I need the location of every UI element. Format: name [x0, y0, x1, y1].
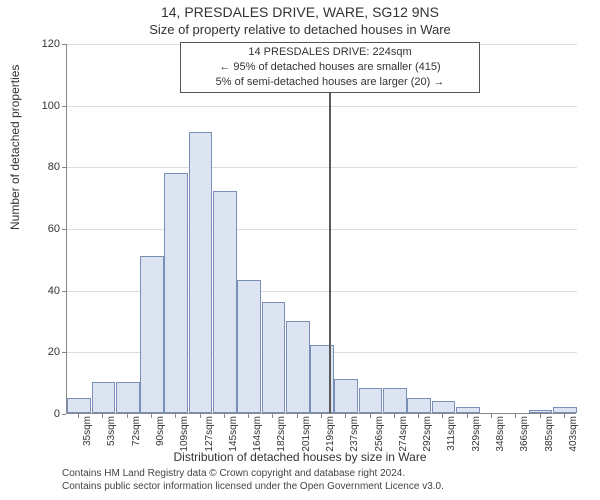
x-tick-label: 35sqm	[82, 416, 93, 466]
annotation-line2: ← 95% of detached houses are smaller (41…	[185, 60, 475, 75]
histogram-bar	[164, 173, 188, 414]
annotation-box: 14 PRESDALES DRIVE: 224sqm ← 95% of deta…	[180, 42, 480, 93]
y-axis-label: Number of detached properties	[8, 65, 22, 230]
chart-container: 14, PRESDALES DRIVE, WARE, SG12 9NS Size…	[0, 0, 600, 500]
x-tick-label: 164sqm	[252, 416, 263, 466]
y-tick-label: 80	[30, 161, 60, 173]
x-tick-mark	[272, 414, 273, 418]
y-tick-mark	[62, 352, 66, 353]
x-tick-label: 127sqm	[204, 416, 215, 466]
x-tick-mark	[515, 414, 516, 418]
chart-title-line1: 14, PRESDALES DRIVE, WARE, SG12 9NS	[0, 4, 600, 20]
x-tick-label: 329sqm	[471, 416, 482, 466]
histogram-bar	[116, 382, 140, 413]
y-tick-mark	[62, 229, 66, 230]
gridline	[67, 167, 577, 168]
x-tick-mark	[491, 414, 492, 418]
x-tick-mark	[418, 414, 419, 418]
histogram-bar	[92, 382, 116, 413]
x-tick-mark	[394, 414, 395, 418]
x-tick-label: 385sqm	[544, 416, 555, 466]
y-tick-mark	[62, 106, 66, 107]
footer-line1: Contains HM Land Registry data © Crown c…	[62, 468, 444, 481]
x-tick-label: 292sqm	[422, 416, 433, 466]
x-tick-mark	[175, 414, 176, 418]
footer-text: Contains HM Land Registry data © Crown c…	[62, 468, 444, 493]
x-tick-mark	[564, 414, 565, 418]
x-tick-mark	[467, 414, 468, 418]
y-tick-mark	[62, 44, 66, 45]
gridline	[67, 229, 577, 230]
x-tick-label: 201sqm	[301, 416, 312, 466]
x-tick-mark	[127, 414, 128, 418]
marker-line	[329, 43, 331, 413]
histogram-bar	[334, 379, 358, 413]
histogram-bar	[213, 191, 237, 413]
histogram-bar	[262, 302, 286, 413]
x-tick-mark	[102, 414, 103, 418]
y-tick-mark	[62, 167, 66, 168]
x-tick-label: 348sqm	[495, 416, 506, 466]
y-tick-mark	[62, 414, 66, 415]
x-tick-label: 109sqm	[179, 416, 190, 466]
y-tick-label: 100	[30, 100, 60, 112]
y-tick-label: 120	[30, 38, 60, 50]
annotation-line1: 14 PRESDALES DRIVE: 224sqm	[185, 45, 475, 60]
chart-title-line2: Size of property relative to detached ho…	[0, 22, 600, 37]
x-tick-mark	[321, 414, 322, 418]
x-tick-mark	[370, 414, 371, 418]
x-tick-label: 53sqm	[106, 416, 117, 466]
histogram-bar	[529, 410, 553, 413]
x-tick-label: 72sqm	[131, 416, 142, 466]
y-tick-label: 40	[30, 285, 60, 297]
histogram-bar	[456, 407, 480, 413]
x-tick-label: 145sqm	[228, 416, 239, 466]
histogram-bar	[407, 398, 431, 413]
histogram-bar	[383, 388, 407, 413]
y-tick-mark	[62, 291, 66, 292]
x-tick-mark	[200, 414, 201, 418]
y-tick-label: 20	[30, 346, 60, 358]
histogram-bar	[286, 321, 310, 414]
x-tick-label: 90sqm	[155, 416, 166, 466]
histogram-bar	[237, 280, 261, 413]
histogram-bar	[553, 407, 577, 413]
x-tick-label: 219sqm	[325, 416, 336, 466]
x-tick-mark	[442, 414, 443, 418]
plot-area	[66, 44, 576, 414]
x-tick-mark	[151, 414, 152, 418]
histogram-bar	[432, 401, 456, 413]
x-tick-label: 237sqm	[349, 416, 360, 466]
x-tick-label: 403sqm	[568, 416, 579, 466]
histogram-bar	[359, 388, 383, 413]
x-tick-label: 311sqm	[446, 416, 457, 466]
x-tick-mark	[540, 414, 541, 418]
footer-line2: Contains public sector information licen…	[62, 481, 444, 494]
annotation-line3: 5% of semi-detached houses are larger (2…	[185, 75, 475, 90]
x-tick-mark	[248, 414, 249, 418]
x-tick-mark	[345, 414, 346, 418]
histogram-bar	[140, 256, 164, 413]
gridline	[67, 106, 577, 107]
x-tick-label: 274sqm	[398, 416, 409, 466]
histogram-bar	[67, 398, 91, 413]
x-tick-label: 182sqm	[276, 416, 287, 466]
y-tick-label: 0	[30, 408, 60, 420]
x-tick-label: 256sqm	[374, 416, 385, 466]
x-tick-label: 366sqm	[519, 416, 530, 466]
histogram-bar	[189, 132, 213, 413]
y-tick-label: 60	[30, 223, 60, 235]
x-tick-mark	[224, 414, 225, 418]
x-tick-mark	[297, 414, 298, 418]
x-tick-mark	[78, 414, 79, 418]
